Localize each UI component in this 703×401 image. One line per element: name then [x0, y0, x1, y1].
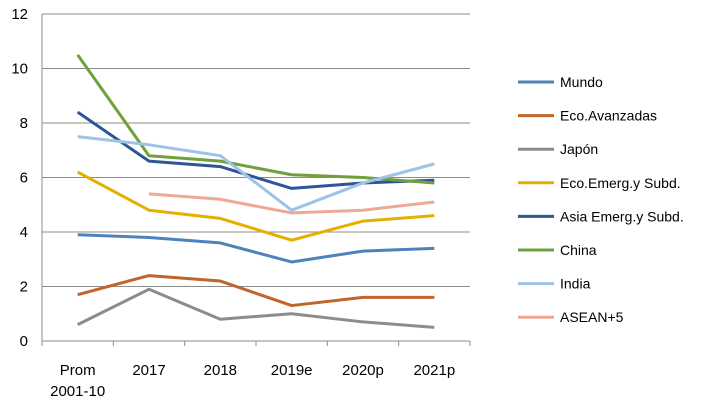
series-line-china [76, 54, 435, 185]
x-tick-label-1: 2017 [132, 362, 165, 379]
x-tick-label-4: 2020p [342, 362, 384, 379]
legend-label-asia-emerg-y-subd: Asia Emerg.y Subd. [560, 208, 684, 224]
y-tick-label-12: 12 [11, 6, 28, 23]
legend-label-asean-5: ASEAN+5 [560, 309, 624, 325]
legend-label-india: India [560, 276, 591, 292]
series-eco-avanzadas [77, 274, 435, 308]
y-tick-label-0: 0 [20, 333, 28, 350]
x-tick-label-5: 2021p [413, 362, 455, 379]
y-tick-label-6: 6 [20, 170, 28, 187]
series-line-mundo [77, 233, 435, 264]
series-eco-emerg-y-subd [76, 170, 435, 242]
x-tick-label-3: 2019e [271, 362, 313, 379]
series-line-asia-emerg-y-subd [76, 110, 435, 190]
legend: Mundo Eco.Avanzadas Japón Eco.Emerg.y Subd.… [518, 74, 684, 325]
series-china [76, 54, 435, 185]
legend-item-asia-emerg-y-subd: Asia Emerg.y Subd. [518, 208, 684, 224]
series-mundo [77, 233, 435, 264]
legend-label-eco-avanzadas: Eco.Avanzadas [560, 108, 657, 124]
series-line-jap-n [77, 287, 435, 329]
legend-label-china: China [560, 242, 597, 258]
legend-item-eco-emerg-y-subd: Eco.Emerg.y Subd. [518, 175, 681, 191]
legend-label-jap-n: Japón [560, 141, 598, 157]
y-tick-label-4: 4 [20, 224, 28, 241]
legend-label-eco-emerg-y-subd: Eco.Emerg.y Subd. [560, 175, 681, 191]
grid-layer [42, 13, 470, 287]
series-asia-emerg-y-subd [76, 110, 435, 190]
y-tick-label-10: 10 [11, 61, 28, 78]
x-tick-label-0: Prom 2001-10 [50, 362, 105, 400]
series-line-eco-avanzadas [77, 274, 435, 308]
series-line-asean-5 [148, 192, 435, 215]
axis-layer: 0 2 4 6 8 10 12 Prom 2001-10 2017 2018 2019e 2020p 20… [11, 6, 471, 400]
legend-item-china: China [518, 242, 597, 258]
series-line-eco-emerg-y-subd [76, 170, 435, 242]
series-layer [76, 54, 435, 329]
series-line-india [77, 135, 435, 212]
legend-item-jap-n: Japón [518, 141, 598, 157]
y-tick-label-2: 2 [20, 279, 28, 296]
y-tick-label-8: 8 [20, 115, 28, 132]
legend-label-mundo: Mundo [560, 74, 603, 90]
legend-item-eco-avanzadas: Eco.Avanzadas [518, 108, 657, 124]
series-asean-5 [148, 192, 435, 215]
legend-item-india: India [518, 276, 591, 292]
series-india [77, 135, 435, 212]
legend-item-mundo: Mundo [518, 74, 603, 90]
series-jap-n [77, 287, 435, 329]
legend-item-asean-5: ASEAN+5 [518, 309, 624, 325]
x-tick-label-2: 2018 [204, 362, 237, 379]
